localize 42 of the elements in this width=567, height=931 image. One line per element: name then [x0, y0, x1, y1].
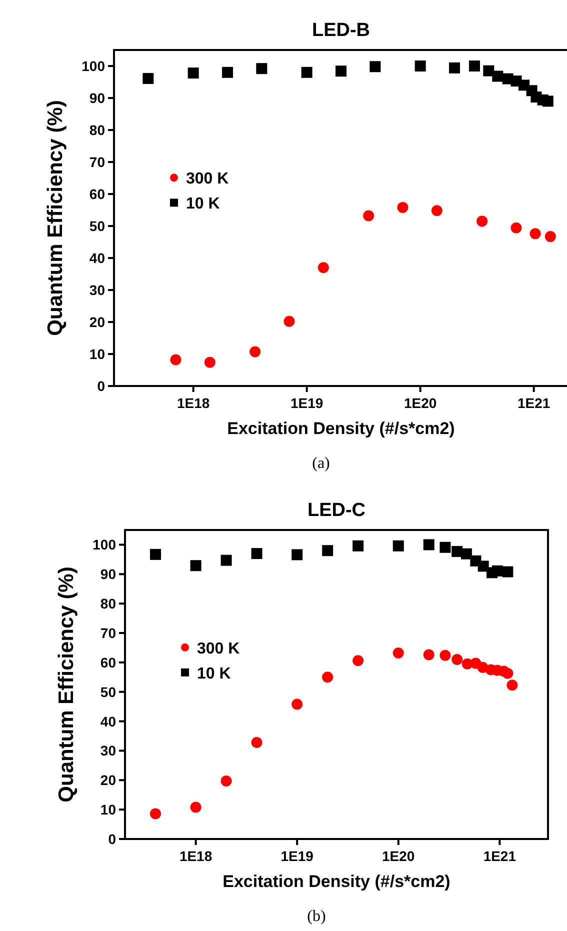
y-tick-label: 50	[89, 218, 106, 234]
y-tick-label: 30	[89, 282, 106, 298]
x-tick-label: 1E21	[517, 395, 550, 411]
x-tick-label: 1E18	[176, 395, 210, 411]
x-tick-label: 1E19	[290, 395, 324, 411]
text: (b)	[307, 908, 326, 925]
x-tick-label: 1E18	[179, 848, 212, 864]
x-axis-title: Excitation Density (#/s*cm2)	[227, 419, 455, 438]
x-axis-title: Excitation Density (#/s*cm2)	[222, 872, 450, 891]
x-tick-label: 1E21	[483, 848, 516, 864]
chart-title: LED-B	[312, 20, 370, 41]
legend-label: 10 K	[186, 196, 220, 213]
y-tick-label: 10	[89, 346, 106, 362]
y-tick-label: 0	[97, 378, 106, 394]
text: (a)	[312, 455, 330, 472]
y-tick-label: 30	[100, 742, 116, 759]
y-tick-label: 60	[89, 186, 106, 202]
chart-title: LED-C	[307, 500, 366, 521]
y-tick-label: 50	[100, 684, 116, 700]
legend-label: 300 K	[186, 170, 230, 188]
y-axis-title: Quantum Efficiency (%)	[44, 100, 67, 336]
y-tick-label: 40	[89, 250, 106, 266]
y-tick-label: 80	[89, 122, 106, 138]
y-tick-label: 100	[82, 58, 106, 74]
y-tick-label: 10	[100, 802, 116, 818]
x-tick-label: 1E20	[382, 848, 415, 864]
y-tick-label: 20	[89, 314, 106, 330]
y-tick-label: 20	[100, 772, 116, 788]
x-tick-label: 1E19	[280, 848, 314, 864]
y-tick-label: 40	[100, 713, 116, 730]
x-tick-label: 1E20	[404, 395, 437, 411]
y-tick-label: 70	[100, 625, 116, 641]
y-tick-label: 60	[100, 654, 116, 670]
y-tick-label: 90	[89, 90, 106, 106]
y-axis-title: Quantum Efficiency (%)	[55, 566, 78, 802]
y-tick-label: 80	[100, 596, 116, 612]
y-tick-label: 100	[92, 536, 116, 553]
y-tick-label: 90	[100, 566, 116, 582]
y-tick-label: 0	[108, 831, 116, 847]
legend-label: 300 K	[197, 640, 240, 658]
y-tick-label: 70	[89, 154, 106, 170]
legend-label: 10 K	[197, 665, 232, 682]
